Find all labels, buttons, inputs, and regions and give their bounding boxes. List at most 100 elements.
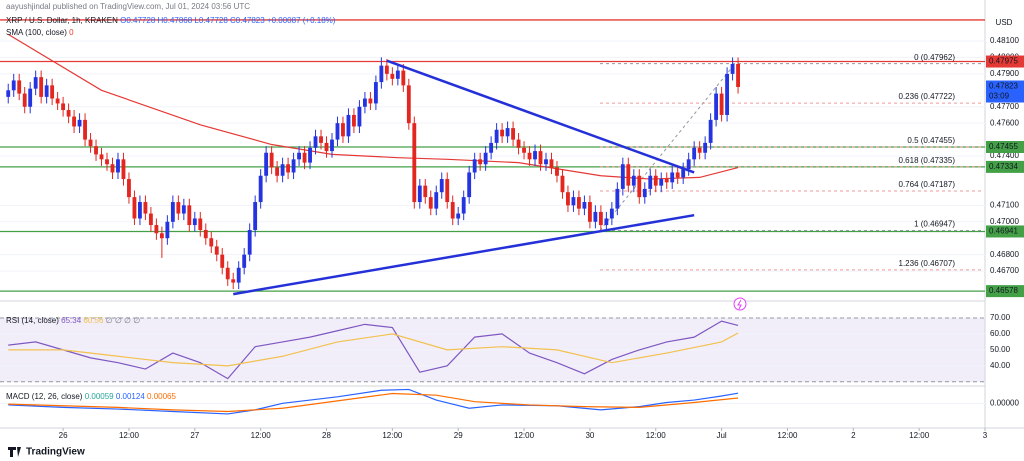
candle-body	[368, 98, 373, 104]
candle-body	[28, 88, 33, 107]
candle-body	[384, 65, 389, 74]
candle-body	[302, 152, 307, 163]
candle-body	[11, 80, 16, 91]
candle-body	[362, 98, 367, 107]
y-tick-label: 0.48100	[990, 36, 1019, 45]
candle-body	[341, 123, 345, 137]
candle-body	[571, 197, 576, 206]
candle-body	[730, 64, 735, 74]
candle-body	[319, 136, 323, 143]
price-tag-label: 0.46941	[989, 227, 1018, 236]
x-tick-label: 2	[851, 431, 856, 440]
candle-body	[478, 159, 483, 165]
ohlc: O0.47728 H0.47868 L0.47728 C0.47823 +0.0…	[120, 16, 336, 25]
candle-body	[555, 167, 559, 176]
candle-body	[148, 213, 153, 226]
candle-body	[423, 185, 428, 198]
last-price-tag	[986, 80, 1024, 103]
candle-body	[127, 179, 131, 198]
candle-body	[308, 147, 312, 163]
candle-body	[412, 123, 417, 203]
candle-body	[686, 159, 691, 170]
y-tick-label: 0.00000	[990, 398, 1019, 407]
event-icon[interactable]	[733, 297, 747, 311]
candle-body	[714, 93, 719, 120]
candle-body	[291, 159, 296, 173]
candle-body	[577, 197, 581, 209]
candle-body	[313, 136, 318, 148]
candle-body	[258, 175, 263, 203]
x-tick-label: 27	[190, 431, 199, 440]
candle-body	[50, 85, 55, 99]
candle-body	[225, 267, 230, 280]
trendline	[233, 213, 695, 296]
candle-body	[187, 205, 192, 226]
candle-body	[44, 85, 49, 97]
y-tick-label: 0.47100	[990, 200, 1019, 209]
candle-body	[203, 229, 208, 239]
candle-body	[549, 159, 554, 168]
indicator-line	[8, 320, 739, 380]
x-tick-label: 29	[454, 431, 463, 440]
x-tick-label: 12:00	[646, 431, 667, 440]
candle-body	[417, 185, 422, 203]
macd-hist-value: 0.00059	[85, 392, 114, 401]
indicator-line	[8, 332, 739, 367]
candle-body	[675, 172, 680, 178]
y-tick-label: 0.47900	[990, 69, 1019, 78]
candle-body	[533, 151, 537, 160]
candle-body	[500, 129, 505, 137]
y-tick-label: 40.00	[990, 361, 1011, 370]
candle-body	[6, 90, 11, 97]
candle-body	[653, 175, 658, 186]
candle-body	[105, 159, 109, 165]
candle-body	[77, 119, 82, 127]
y-tick-label: 0.47400	[990, 151, 1019, 160]
candle-body	[176, 202, 181, 214]
sma-line	[7, 33, 739, 180]
candle-body	[395, 70, 400, 79]
candle-body	[544, 159, 548, 165]
candle-body	[659, 179, 664, 186]
candle-body	[330, 139, 334, 152]
x-tick-label: 12:00	[382, 431, 403, 440]
candle-body	[697, 147, 702, 153]
candle-body	[719, 93, 724, 115]
candle-body	[598, 211, 603, 226]
y-tick-label: 0.47700	[990, 102, 1019, 111]
candle-body	[231, 279, 236, 283]
candle-body	[192, 218, 197, 226]
price-tag-label: 0.47334	[989, 162, 1018, 171]
candle-body	[736, 64, 740, 88]
candle-body	[604, 218, 609, 226]
candle-body	[461, 197, 466, 214]
candle-body	[379, 65, 384, 83]
symbol: XRP / U.S. Dollar, 1h, KRAKEN	[6, 16, 118, 25]
price-tag	[986, 55, 1024, 68]
candle-body	[352, 114, 356, 127]
y-tick-label: 60.00	[990, 329, 1011, 338]
candle-body	[297, 152, 301, 160]
candle-body	[725, 73, 730, 115]
candle-body	[708, 119, 713, 143]
candle-body	[434, 192, 439, 209]
candle-body	[527, 152, 532, 160]
publisher: aayushjindal published on TradingView.co…	[6, 2, 250, 11]
candle-body	[593, 211, 598, 222]
candle-body	[247, 229, 252, 255]
candle-body	[538, 151, 543, 165]
x-tick-label: Jul	[716, 431, 726, 440]
fib-label: 0.236 (0.47722)	[899, 92, 956, 101]
candle-body	[703, 142, 708, 153]
price-tag	[986, 160, 1024, 173]
event-icon-bolt	[737, 299, 742, 310]
candle-body	[406, 85, 411, 124]
price-tag-label: 0.47455	[989, 142, 1018, 151]
fib-label: 0 (0.47962)	[914, 53, 955, 62]
candle-body	[94, 146, 98, 155]
x-tick-label: 28	[322, 431, 331, 440]
plot-area: 0 (0.47962) 0.236 (0.47722) 0.5 (0.47455) 0…	[0, 19, 985, 415]
sma-value: 0	[69, 28, 74, 37]
candle-body	[516, 139, 521, 148]
sma-name: SMA (100, close)	[6, 28, 67, 37]
